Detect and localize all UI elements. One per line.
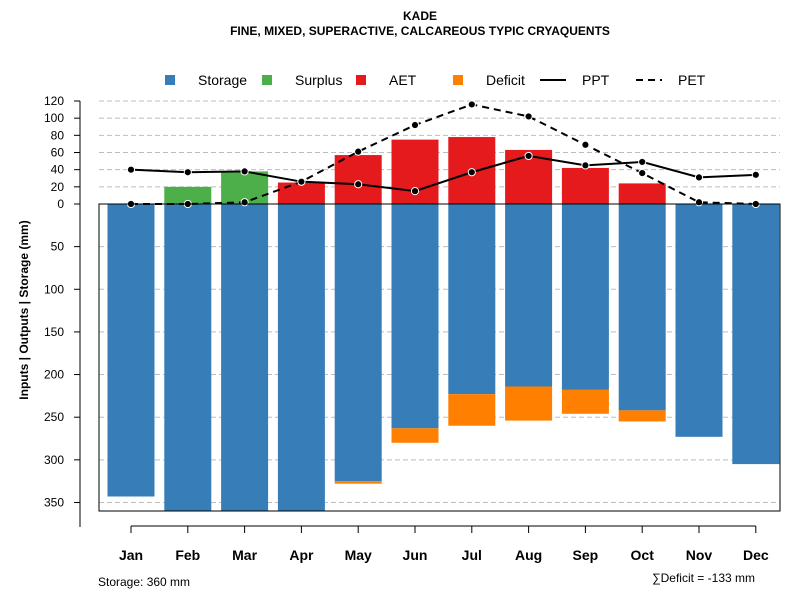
legend-label-aet: AET [389,72,417,88]
ppt-line [130,154,756,193]
y-tick-label: 300 [44,453,64,467]
storage-bar-sep [561,204,609,390]
x-tick-label-dec: Dec [743,547,769,563]
storage-bar-aug [505,204,553,387]
pet-point-oct [638,169,647,178]
aet-bar-apr [277,182,325,204]
y-tick-label: 20 [51,180,65,194]
legend-label-deficit: Deficit [486,72,525,88]
chart-subtitle: FINE, MIXED, SUPERACTIVE, CALCAREOUS TYP… [230,24,610,38]
deficit-bar-may [334,481,382,484]
storage-bar-apr [277,204,325,511]
x-tick-label-apr: Apr [289,547,314,563]
chart-title: KADE [403,9,437,23]
pet-point-mar [240,198,249,207]
y-tick-label: 100 [44,282,64,296]
legend-key-aet [356,75,366,85]
bars [107,137,780,511]
pet-point-aug [524,112,533,121]
deficit-total-label: ∑Deficit = -133 mm [652,571,755,585]
pet-line [131,103,756,205]
storage-capacity-label: Storage: 360 mm [98,575,190,589]
storage-bar-feb [164,204,212,511]
x-tick-label-sep: Sep [573,547,599,563]
storage-bar-oct [618,204,666,411]
ppt-point-feb [183,168,192,177]
legend-key-surplus [262,75,272,85]
deficit-bar-aug [505,386,553,421]
legend: Storage Surplus AET Deficit PPT PET [165,72,706,88]
ppt-point-jul [467,168,476,177]
lines [126,100,760,209]
y-tick-label: 120 [44,94,64,108]
y-tick-label: 350 [44,495,64,509]
x-tick-label-jul: Jul [462,547,482,563]
ppt-point-oct [638,157,647,167]
y-tick-label: 200 [44,368,64,382]
deficit-bar-sep [561,389,609,414]
x-tick-label-jan: Jan [119,547,143,563]
legend-label-ppt: PPT [582,72,610,88]
legend-label-surplus: Surplus [295,72,342,88]
surplus-bar-feb [164,186,212,204]
storage-bar-jan [107,204,155,497]
ppt-point-dec [751,170,760,179]
deficit-bar-jul [448,394,496,426]
aet-bar-may [334,155,382,204]
pet-point-apr [297,177,306,186]
y-tick-label: 250 [44,410,64,424]
storage-bar-may [334,204,382,482]
pet-point-sep [581,140,590,149]
y-tick-label: 0 [57,197,64,211]
y-tick-label: 80 [51,128,65,142]
legend-label-pet: PET [678,72,706,88]
storage-bar-dec [732,204,780,465]
storage-bar-jun [391,204,439,429]
ppt-point-may [354,180,363,189]
y-axis-label: Inputs | Outputs | Storage (mm) [17,220,31,399]
ppt-point-jan [126,165,136,174]
storage-bar-nov [675,204,723,437]
y-tick-label: 60 [51,146,65,160]
pet-point-may [354,147,363,156]
x-tick-label-jun: Jun [403,547,428,563]
legend-key-deficit [453,75,463,85]
deficit-bar-oct [618,410,666,422]
deficit-bar-jun [391,428,439,443]
pet-point-jun [410,120,420,130]
x-tick-label-mar: Mar [232,547,257,563]
ppt-point-aug [524,151,533,161]
x-tick-label-may: May [345,547,372,563]
x-tick-label-oct: Oct [631,547,655,563]
aet-bar-oct [618,183,666,204]
ppt-point-sep [581,161,590,170]
y-tick-label: 40 [51,163,65,177]
storage-bar-mar [221,204,269,511]
axes: 0 20 40 60 80 100 120 50 100 150 200 250 300 350 Jan Fe… [44,94,781,563]
ppt-point-nov [694,173,704,182]
legend-key-storage [165,75,175,85]
pet-point-jul [467,100,476,109]
x-tick-label-nov: Nov [686,547,713,563]
y-tick-label: 100 [44,111,64,125]
legend-label-storage: Storage [198,72,247,88]
y-tick-label: 150 [44,325,64,339]
x-tick-label-feb: Feb [175,547,200,563]
gridlines [99,100,780,503]
aet-bar-sep [561,167,609,204]
storage-bar-jul [448,204,496,395]
ppt-point-mar [240,167,249,176]
ppt-point-jun [410,187,420,196]
x-tick-label-aug: Aug [515,547,542,563]
y-tick-label: 50 [51,240,65,254]
pet-point-nov [694,198,704,207]
